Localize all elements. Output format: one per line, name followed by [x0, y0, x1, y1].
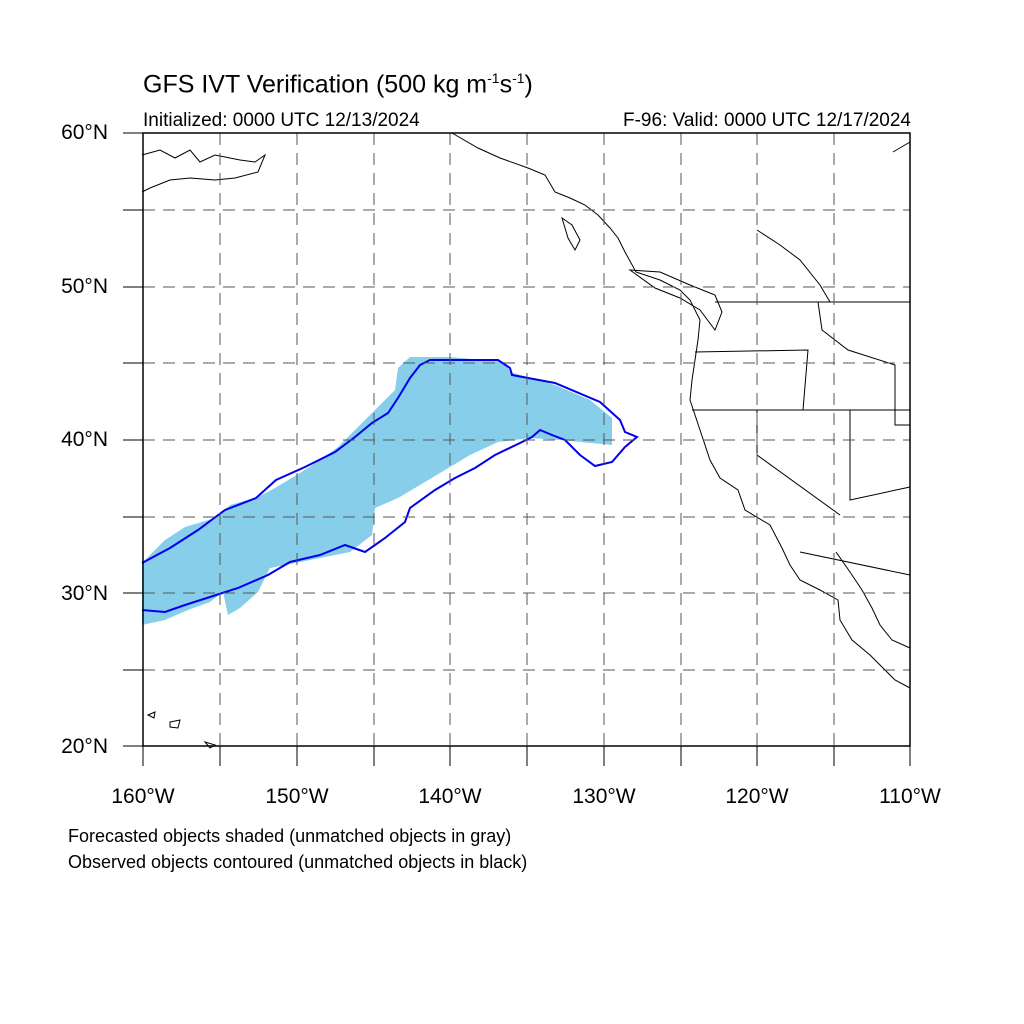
coastline-alaska-nw [892, 141, 911, 153]
observed-contour [141, 359, 639, 614]
lat-label: 50°N [61, 275, 108, 298]
lat-label: 60°N [61, 121, 108, 144]
legend-note-observed: Observed objects contoured (unmatched ob… [68, 852, 528, 872]
lon-label: 120°W [725, 785, 789, 808]
lon-label: 130°W [572, 785, 636, 808]
init-time: Initialized: 0000 UTC 12/13/2024 [143, 110, 420, 131]
lat-label: 30°N [61, 582, 108, 605]
lat-label: 20°N [61, 735, 108, 758]
lon-label: 160°W [111, 785, 175, 808]
state-borders [692, 229, 911, 576]
graticule [143, 133, 910, 746]
island-hawaii-2 [169, 719, 181, 729]
lon-label: 150°W [265, 785, 329, 808]
legend-note-forecast: Forecasted objects shaded (unmatched obj… [68, 826, 512, 846]
coastline-baja [835, 551, 911, 649]
coastline-alaska [451, 132, 911, 689]
figure-title: GFS IVT Verification (500 kg m-1s-1) [143, 70, 533, 99]
valid-time: F-96: Valid: 0000 UTC 12/17/2024 [623, 110, 911, 131]
island-hawaii-3 [203, 741, 217, 749]
island-hawaii-1 [146, 711, 156, 719]
coastline-alaska-west [141, 149, 267, 193]
lon-label: 140°W [418, 785, 482, 808]
lon-label: 110°W [879, 785, 941, 808]
island-vancouver [628, 269, 723, 332]
lat-label: 40°N [61, 428, 108, 451]
island-haida-gwaii [561, 216, 581, 252]
axis-ticks [123, 132, 911, 766]
forecast-object [142, 357, 612, 625]
